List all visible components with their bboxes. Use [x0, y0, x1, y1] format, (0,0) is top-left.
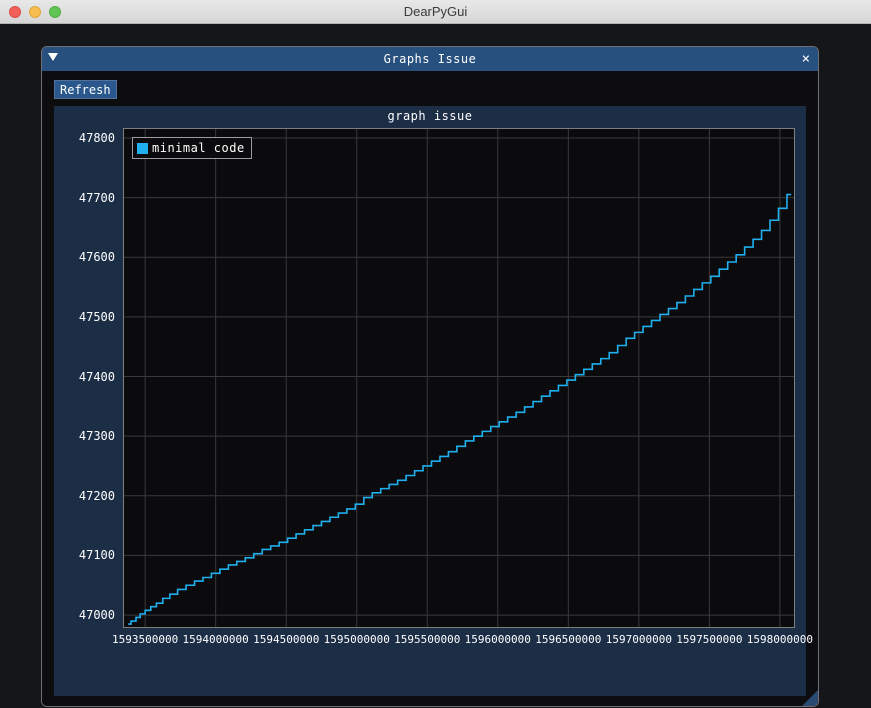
maximize-window-button[interactable] [49, 6, 61, 18]
x-tick-label: 1596000000 [464, 633, 531, 646]
x-tick-label: 1594000000 [182, 633, 249, 646]
dpg-window: Graphs Issue × Refresh graph issue m [41, 46, 819, 707]
os-titlebar: DearPyGui [0, 0, 871, 24]
grid-lines [124, 129, 794, 627]
dpg-titlebar[interactable]: Graphs Issue × [42, 47, 818, 71]
plot-area[interactable]: minimal code [123, 128, 795, 628]
y-tick-label: 47700 [78, 190, 115, 205]
close-window-button[interactable] [9, 6, 21, 18]
y-tick-label: 47400 [78, 369, 115, 384]
triangle-down-icon[interactable] [48, 53, 58, 61]
y-tick-label: 47200 [78, 488, 115, 503]
plot-panel: graph issue minimal code 47000 47100 47200… [54, 106, 813, 696]
y-tick-label: 47500 [78, 309, 115, 324]
x-tick-label: 1597000000 [605, 633, 672, 646]
series-lines [128, 193, 792, 625]
plot-canvas [124, 129, 794, 627]
y-tick-label: 47000 [78, 608, 115, 623]
x-tick-label: 1596500000 [535, 633, 602, 646]
plot-title: graph issue [387, 109, 473, 123]
plot-legend[interactable]: minimal code [132, 137, 252, 159]
x-tick-label: 1595000000 [323, 633, 390, 646]
y-tick-label: 47600 [78, 250, 115, 265]
x-tick-label: 1598000000 [746, 633, 814, 646]
y-tick-label: 47100 [78, 548, 115, 563]
traffic-light-group [9, 6, 61, 18]
x-tick-label: 1593500000 [112, 633, 179, 646]
resize-grip[interactable] [802, 690, 818, 706]
x-tick-label: 1597500000 [676, 633, 743, 646]
legend-label: minimal code [152, 141, 245, 155]
x-tick-label: 1595500000 [394, 633, 461, 646]
refresh-button[interactable]: Refresh [54, 80, 117, 99]
close-icon[interactable]: × [801, 51, 810, 67]
app-viewport: Graphs Issue × Refresh graph issue m [0, 24, 871, 708]
series-line [128, 193, 792, 625]
dpg-window-title: Graphs Issue [383, 52, 477, 66]
minimize-window-button[interactable] [29, 6, 41, 18]
dpg-window-body: Refresh graph issue minimal code [42, 71, 818, 706]
y-tick-label: 47800 [78, 130, 115, 145]
x-tick-label: 1594500000 [253, 633, 320, 646]
os-window-title: DearPyGui [403, 4, 468, 19]
legend-swatch-icon [137, 142, 148, 154]
y-tick-label: 47300 [78, 429, 115, 444]
